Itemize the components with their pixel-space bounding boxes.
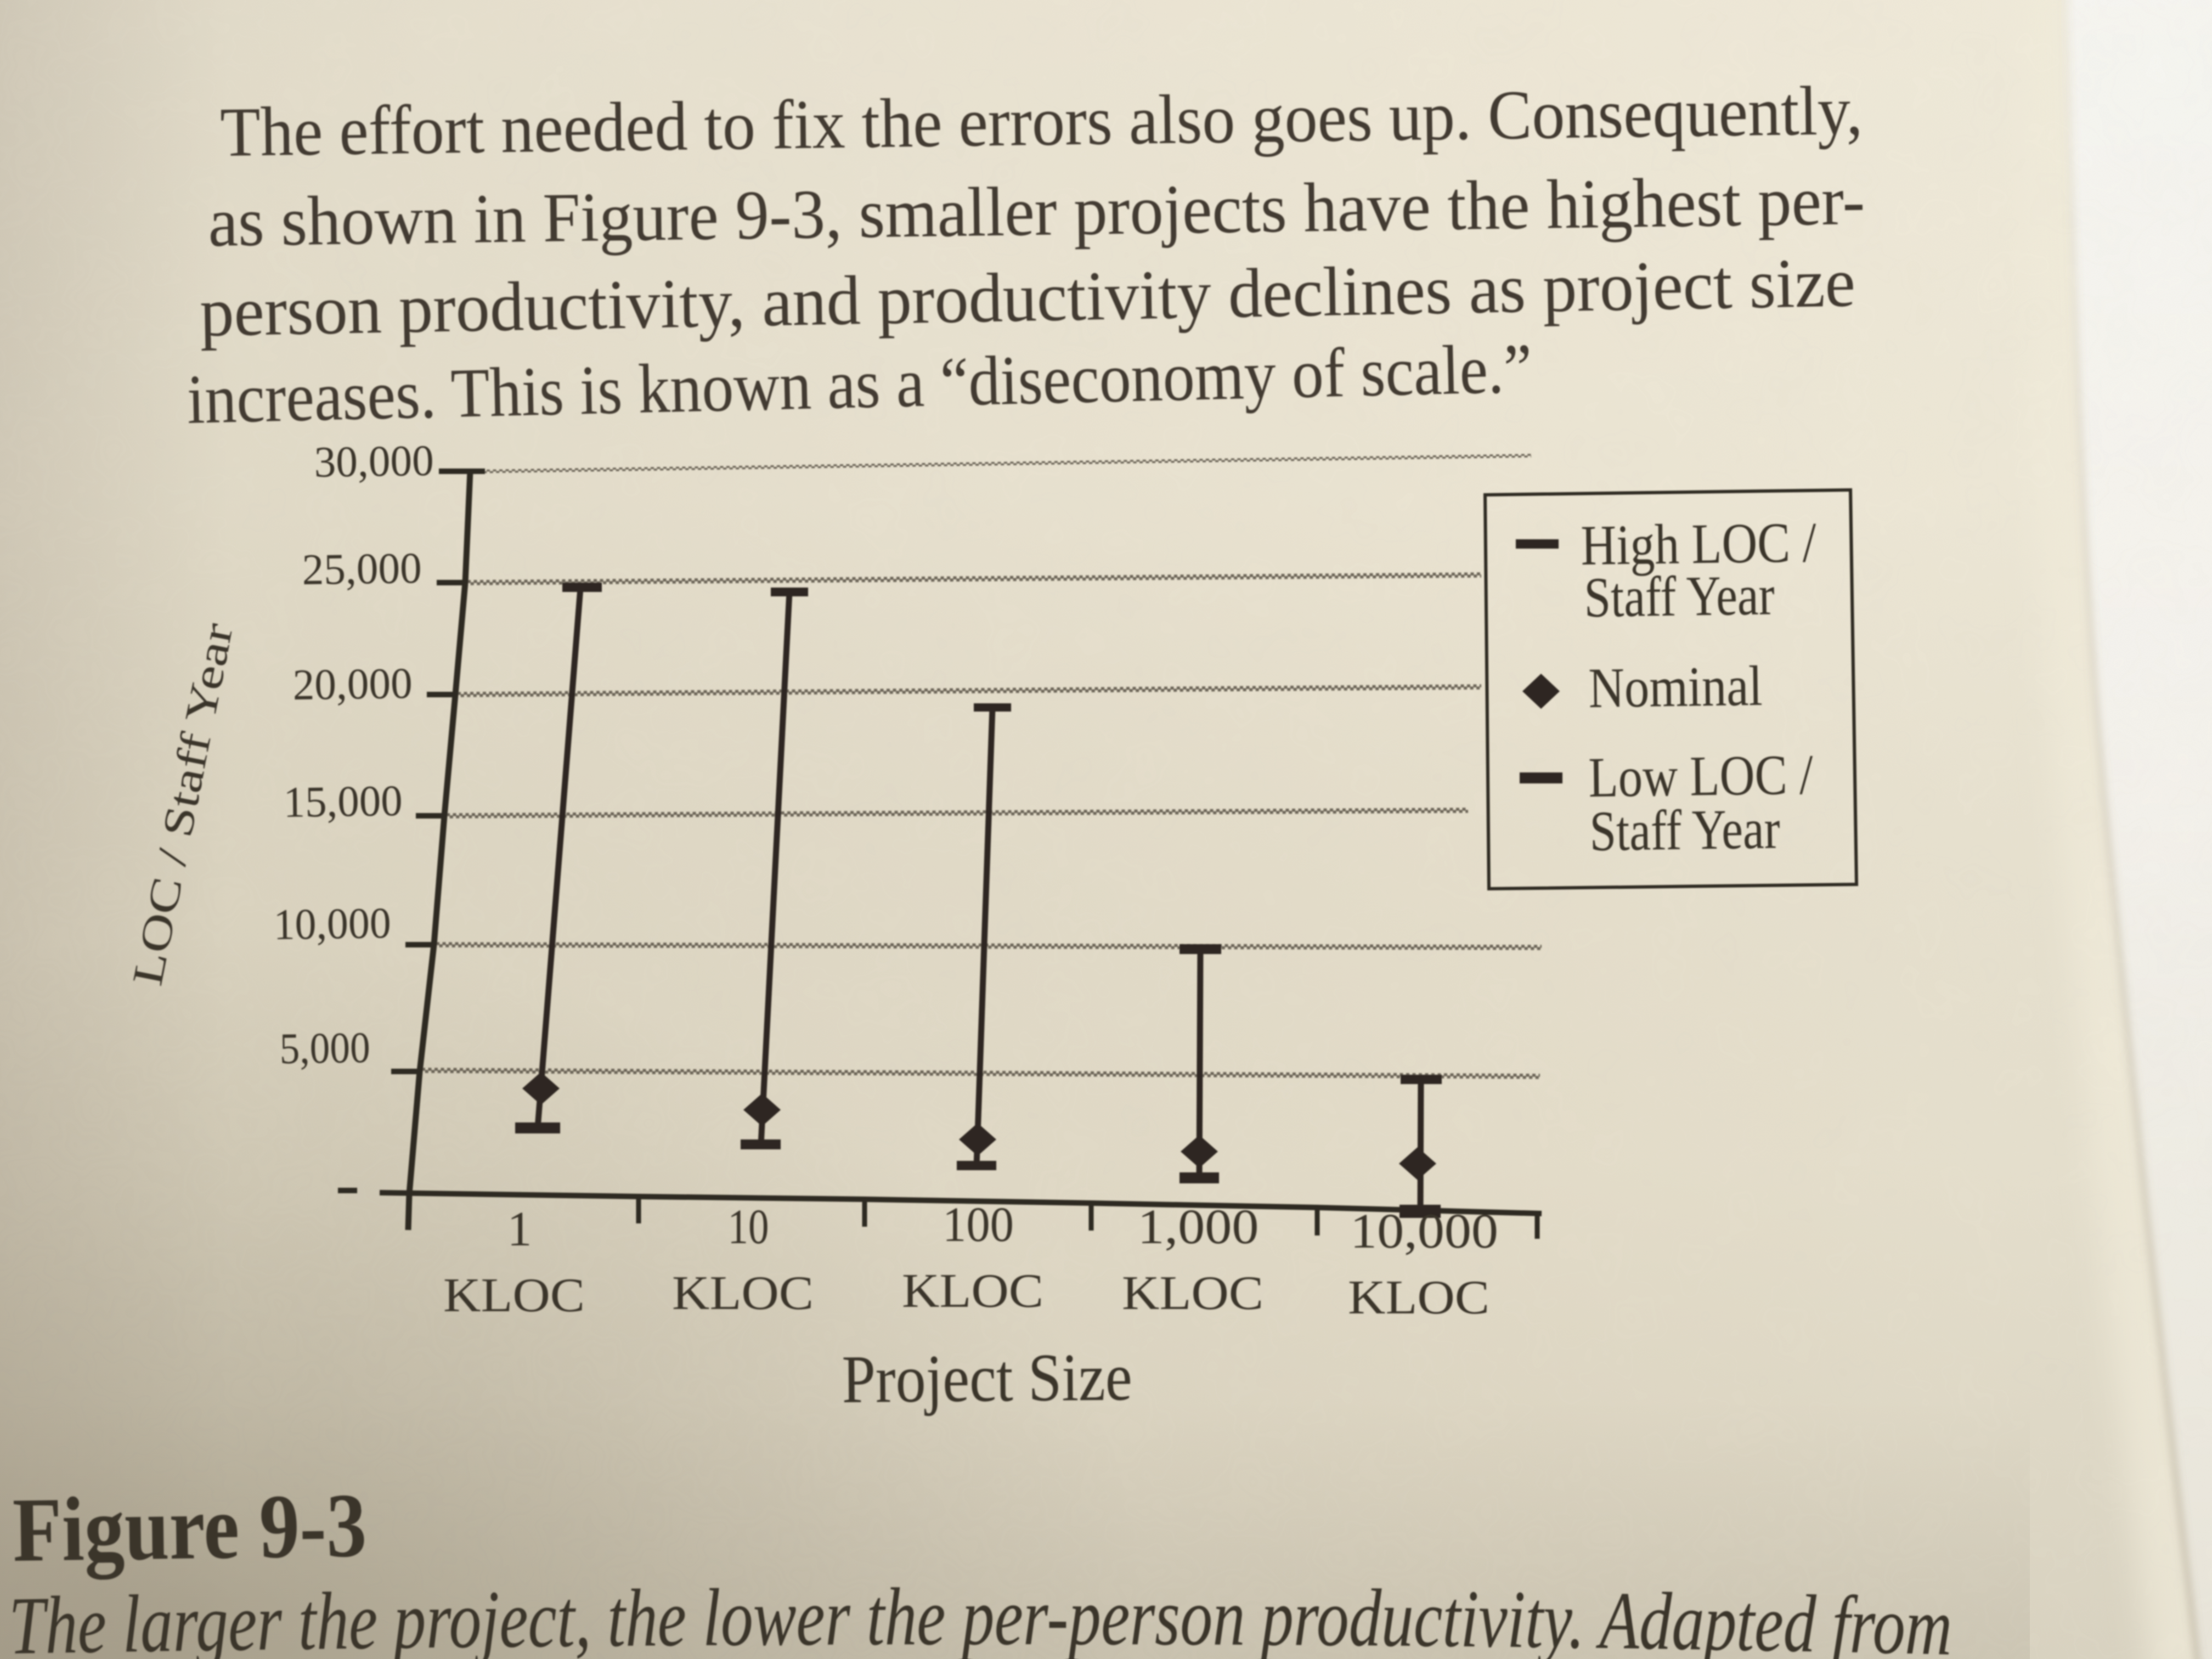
svg-text:30,000: 30,000: [314, 437, 434, 487]
svg-text:KLOC: KLOC: [1122, 1267, 1263, 1320]
svg-text:100: 100: [943, 1198, 1014, 1252]
svg-text:Nominal: Nominal: [1588, 654, 1763, 720]
svg-text:KLOC: KLOC: [1348, 1271, 1489, 1324]
svg-text:25,000: 25,000: [302, 544, 422, 594]
svg-text:Low LOC /: Low LOC /: [1588, 743, 1814, 809]
svg-text:KLOC: KLOC: [443, 1269, 585, 1322]
svg-text:High LOC /: High LOC /: [1581, 511, 1817, 577]
svg-text:Project Size: Project Size: [842, 1339, 1132, 1417]
svg-text:KLOC: KLOC: [902, 1265, 1043, 1318]
svg-text:The larger the project, the lo: The larger the project, the lower the pe…: [8, 1571, 1953, 1659]
svg-text:10: 10: [728, 1200, 769, 1254]
svg-text:Staff Year: Staff Year: [1589, 797, 1781, 863]
svg-text:10,000: 10,000: [273, 899, 391, 949]
svg-text:Staff Year: Staff Year: [1584, 563, 1775, 629]
svg-text:10,000: 10,000: [1350, 1204, 1498, 1259]
svg-text:15,000: 15,000: [283, 777, 403, 827]
svg-text:1,000: 1,000: [1138, 1200, 1259, 1254]
svg-text:Figure 9-3: Figure 9-3: [12, 1475, 368, 1581]
svg-text:20,000: 20,000: [292, 659, 413, 709]
svg-text:5,000: 5,000: [279, 1024, 370, 1073]
svg-text:KLOC: KLOC: [672, 1267, 814, 1320]
svg-text:1: 1: [507, 1202, 532, 1256]
